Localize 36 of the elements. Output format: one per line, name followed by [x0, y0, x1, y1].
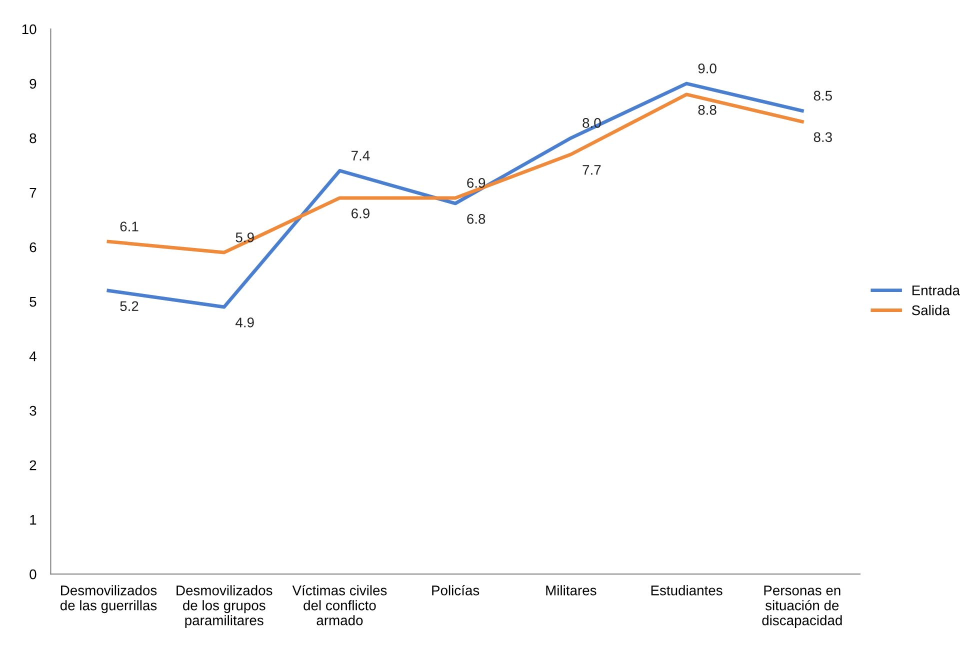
y-tick-label: 10 — [22, 24, 36, 34]
x-tick-label: Militares — [546, 585, 596, 596]
data-label: 5.2 — [120, 301, 138, 312]
x-tick-label: Desmovilizados de las guerrillas — [60, 585, 157, 614]
data-label: 5.9 — [236, 232, 254, 242]
x-tick-label: Policías — [432, 585, 480, 596]
y-tick-label: 4 — [29, 352, 36, 362]
x-tick-label: Víctimas civiles del conflicto armado — [292, 585, 387, 626]
x-tick-label: Personas en situación de discapacidad — [762, 586, 842, 628]
y-tick-label: 8 — [30, 133, 36, 144]
y-tick-label: 0 — [30, 569, 36, 580]
data-label: 6.9 — [352, 208, 370, 218]
legend-label: Salida — [912, 305, 950, 316]
y-tick-label: 2 — [30, 460, 36, 470]
data-label: 6.8 — [467, 214, 486, 224]
data-label: 8.3 — [814, 132, 832, 142]
data-label: 8.5 — [814, 90, 832, 101]
data-label: 4.9 — [236, 318, 254, 328]
y-tick-label: 9 — [30, 78, 36, 89]
y-tick-label: 5 — [30, 297, 36, 307]
x-tick-label: Estudiantes — [651, 585, 722, 596]
data-label: 7.4 — [352, 150, 370, 160]
data-label: 7.7 — [582, 165, 601, 175]
y-tick-label: 3 — [30, 406, 36, 416]
y-tick-label: 6 — [30, 242, 36, 252]
data-label: 9.0 — [698, 64, 716, 74]
y-tick-label: 7 — [30, 188, 36, 198]
data-label: 6.9 — [467, 178, 486, 188]
data-label: 8.0 — [582, 118, 601, 128]
data-label: 8.8 — [698, 104, 716, 115]
x-tick-label: Desmovilizados de los grupos paramilitares — [176, 585, 272, 628]
line-series — [106, 82, 804, 309]
legend-label: Entrada — [912, 285, 960, 296]
data-label: 6.1 — [120, 222, 138, 232]
line-series — [106, 92, 804, 254]
y-tick-label: 1 — [30, 515, 36, 525]
